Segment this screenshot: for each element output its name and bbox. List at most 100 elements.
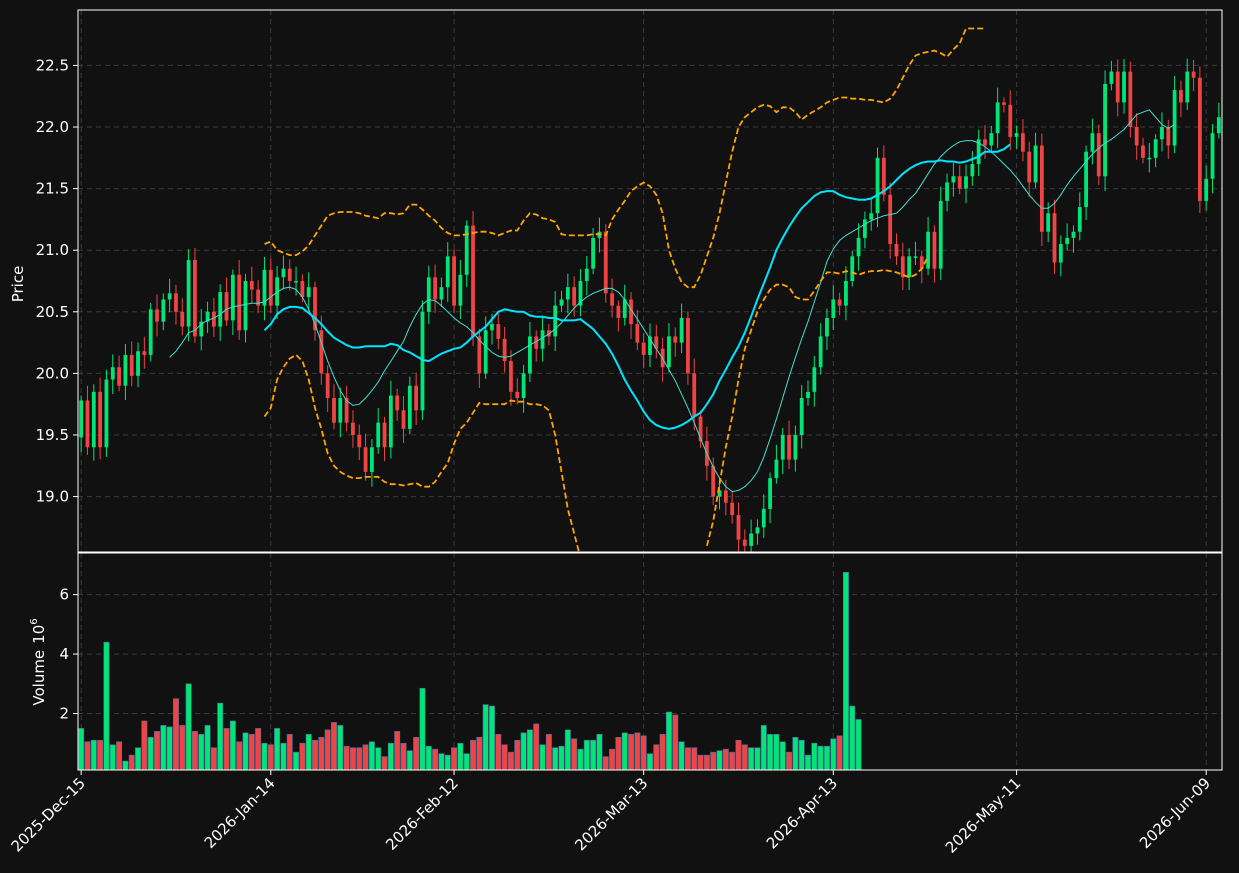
candle-body <box>332 398 336 423</box>
candle-body <box>540 330 545 349</box>
volume-bar <box>229 720 236 770</box>
candle-body <box>825 317 829 337</box>
candle-body <box>1115 71 1120 103</box>
candle-body <box>711 465 716 497</box>
candle-body <box>1058 244 1063 263</box>
candle-body <box>780 434 785 460</box>
candle-body <box>1109 71 1114 84</box>
candle-body <box>471 225 475 337</box>
volume-bar <box>773 734 780 770</box>
volume-bar <box>425 745 432 770</box>
candle-body <box>496 324 501 339</box>
volume-bar <box>495 734 502 770</box>
candle-body <box>1160 127 1164 140</box>
volume-bar <box>729 751 736 770</box>
candle-body <box>98 391 103 448</box>
volume-panel: 2 4 6 <box>59 552 1223 771</box>
candle-body <box>142 351 147 355</box>
candle-body <box>1204 178 1209 201</box>
candle-body <box>483 330 488 374</box>
candle-body <box>730 502 735 516</box>
candle-body <box>1128 71 1133 128</box>
volume-bar <box>185 683 192 770</box>
candle-body <box>502 338 507 362</box>
volume-y-tick-label: 2 <box>59 705 69 723</box>
candle-body <box>426 277 431 312</box>
candle-body <box>1179 90 1183 103</box>
volume-bar <box>722 748 729 770</box>
volume-bar <box>583 739 590 770</box>
price-axis-label: Price <box>9 266 27 303</box>
volume-bar <box>634 732 641 770</box>
candle-body <box>1172 90 1177 146</box>
candle-body <box>136 351 140 376</box>
candle-body <box>742 539 747 546</box>
candle-body <box>1103 83 1107 177</box>
volume-bar <box>507 751 514 770</box>
volume-bar <box>710 751 717 770</box>
candle-body <box>1002 102 1006 105</box>
candle-body <box>230 274 235 321</box>
candle-body <box>938 200 943 269</box>
candle-body <box>338 398 343 423</box>
volume-bar <box>615 737 622 770</box>
candle-body <box>723 490 728 503</box>
volume-axis-label-text: Volume <box>30 650 48 706</box>
candle-body <box>913 256 918 258</box>
volume-axis-label-base: 10 <box>30 625 48 644</box>
volume-bar <box>621 732 628 770</box>
candle-body <box>148 309 153 355</box>
candle-body <box>1065 237 1070 245</box>
candle-body <box>388 395 393 448</box>
volume-bar <box>368 741 375 770</box>
volume-bar <box>438 753 445 770</box>
candle-body <box>559 299 564 306</box>
candle-body <box>546 330 551 337</box>
candle-body <box>1216 117 1221 134</box>
price-y-tick-label: 22.5 <box>36 56 69 74</box>
candle-body <box>91 391 96 448</box>
volume-y-tick-label: 4 <box>59 645 69 663</box>
volume-bar <box>703 754 710 770</box>
price-y-tick-label: 20.5 <box>36 303 69 321</box>
candle-body <box>862 219 867 238</box>
candle-body <box>1197 77 1202 201</box>
volume-bar <box>849 705 856 770</box>
candle-body <box>1084 151 1089 208</box>
volume-bar <box>419 687 426 770</box>
price-y-tick-label: 19.0 <box>36 488 69 506</box>
ma-fast-line <box>169 109 1175 493</box>
candle-body <box>325 373 330 399</box>
candle-body <box>553 305 558 337</box>
candle-body <box>900 256 905 278</box>
volume-bar <box>792 737 799 770</box>
candle-body <box>193 260 197 337</box>
candle-body <box>926 231 930 269</box>
volume-bar <box>564 729 571 770</box>
price-y-tick-label: 22.0 <box>36 118 69 136</box>
volume-bar <box>697 754 704 770</box>
candle-body <box>1147 157 1152 160</box>
candle-body <box>1014 133 1019 137</box>
candle-body <box>1166 127 1171 146</box>
candle-body <box>818 336 823 368</box>
volume-bar <box>343 745 350 770</box>
candle-body <box>351 422 355 435</box>
candle-body <box>256 289 261 306</box>
candle-body <box>1090 133 1095 152</box>
candle-body <box>831 299 836 318</box>
candle-body <box>881 157 886 195</box>
candle-body <box>528 336 532 374</box>
volume-bar <box>552 747 559 770</box>
volume-bar <box>666 711 672 770</box>
candle-body <box>654 336 659 349</box>
volume-bar <box>255 728 262 770</box>
volume-bar <box>312 739 318 770</box>
candle-body <box>243 281 248 331</box>
volume-bar <box>779 741 786 770</box>
candle-body <box>110 367 115 380</box>
volume-bar <box>451 747 458 770</box>
volume-bar <box>128 754 135 770</box>
candle-body <box>1153 139 1158 158</box>
volume-bar <box>672 714 679 770</box>
